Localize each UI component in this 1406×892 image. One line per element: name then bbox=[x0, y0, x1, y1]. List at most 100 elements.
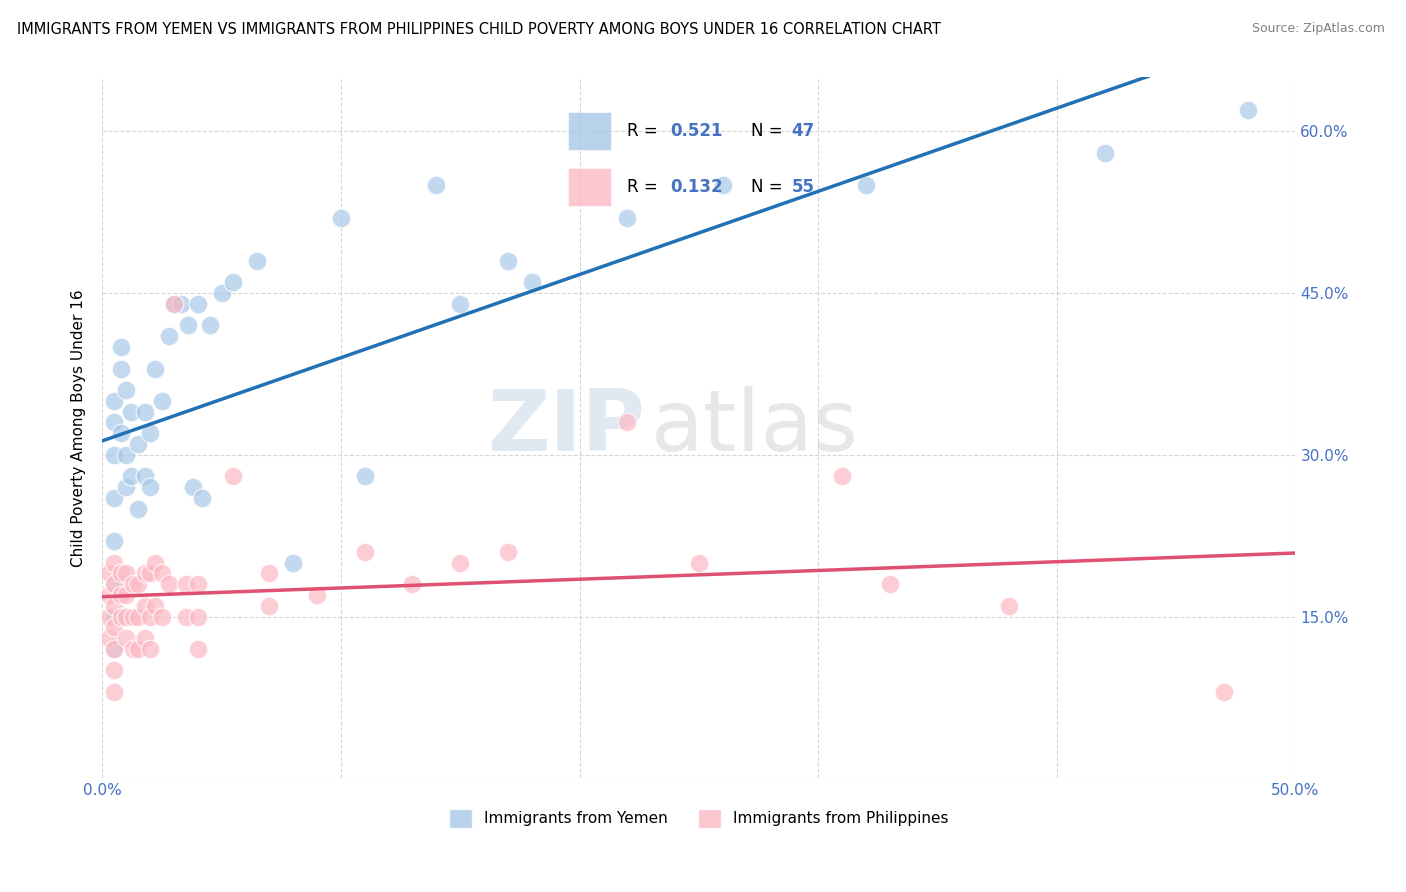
Point bbox=[134, 631, 156, 645]
Point bbox=[120, 405, 142, 419]
Legend: Immigrants from Yemen, Immigrants from Philippines: Immigrants from Yemen, Immigrants from P… bbox=[443, 803, 955, 834]
Point bbox=[353, 469, 375, 483]
Point bbox=[103, 577, 125, 591]
Point bbox=[134, 469, 156, 483]
Point bbox=[211, 286, 233, 301]
Point bbox=[688, 556, 710, 570]
Point bbox=[110, 426, 132, 441]
Point bbox=[127, 609, 149, 624]
Point bbox=[401, 577, 423, 591]
Point bbox=[103, 664, 125, 678]
Point bbox=[616, 416, 638, 430]
Point bbox=[120, 469, 142, 483]
Point bbox=[187, 609, 209, 624]
Point bbox=[103, 393, 125, 408]
Point bbox=[110, 588, 132, 602]
Point bbox=[127, 641, 149, 656]
Point bbox=[177, 318, 200, 333]
Point bbox=[187, 297, 209, 311]
Point bbox=[449, 556, 471, 570]
Point bbox=[122, 577, 145, 591]
Point bbox=[329, 211, 352, 225]
Point bbox=[222, 275, 245, 289]
Point bbox=[122, 641, 145, 656]
Point bbox=[115, 631, 138, 645]
Point bbox=[115, 448, 138, 462]
Point bbox=[187, 641, 209, 656]
Point bbox=[110, 340, 132, 354]
Point bbox=[98, 588, 121, 602]
Point bbox=[103, 534, 125, 549]
Text: atlas: atlas bbox=[651, 386, 859, 469]
Point bbox=[174, 577, 197, 591]
Point bbox=[139, 641, 162, 656]
Point bbox=[150, 393, 173, 408]
Point bbox=[520, 275, 543, 289]
Point bbox=[98, 566, 121, 581]
Point bbox=[157, 329, 180, 343]
Text: Source: ZipAtlas.com: Source: ZipAtlas.com bbox=[1251, 22, 1385, 36]
Point bbox=[134, 599, 156, 613]
Point bbox=[110, 566, 132, 581]
Point bbox=[103, 599, 125, 613]
Point bbox=[103, 577, 125, 591]
Point bbox=[831, 469, 853, 483]
Point bbox=[143, 556, 166, 570]
Point bbox=[103, 491, 125, 505]
Point bbox=[855, 178, 877, 193]
Point bbox=[115, 609, 138, 624]
Point bbox=[150, 566, 173, 581]
Point bbox=[170, 297, 193, 311]
Point bbox=[122, 609, 145, 624]
Point bbox=[246, 253, 269, 268]
Point bbox=[139, 426, 162, 441]
Point bbox=[143, 599, 166, 613]
Text: IMMIGRANTS FROM YEMEN VS IMMIGRANTS FROM PHILIPPINES CHILD POVERTY AMONG BOYS UN: IMMIGRANTS FROM YEMEN VS IMMIGRANTS FROM… bbox=[17, 22, 941, 37]
Point bbox=[103, 448, 125, 462]
Point bbox=[163, 297, 186, 311]
Point bbox=[181, 480, 204, 494]
Point bbox=[259, 566, 281, 581]
Point bbox=[115, 383, 138, 397]
Point bbox=[157, 577, 180, 591]
Point bbox=[281, 556, 304, 570]
Point bbox=[139, 566, 162, 581]
Point bbox=[1212, 685, 1234, 699]
Point bbox=[103, 556, 125, 570]
Point bbox=[425, 178, 447, 193]
Point bbox=[150, 609, 173, 624]
Point bbox=[187, 577, 209, 591]
Point bbox=[127, 501, 149, 516]
Point bbox=[198, 318, 221, 333]
Point bbox=[115, 588, 138, 602]
Point bbox=[103, 641, 125, 656]
Point bbox=[449, 297, 471, 311]
Point bbox=[110, 609, 132, 624]
Point bbox=[174, 609, 197, 624]
Point bbox=[139, 609, 162, 624]
Point bbox=[163, 297, 186, 311]
Point bbox=[98, 609, 121, 624]
Point bbox=[1094, 145, 1116, 160]
Point bbox=[879, 577, 901, 591]
Point bbox=[103, 620, 125, 634]
Point bbox=[103, 685, 125, 699]
Point bbox=[127, 437, 149, 451]
Point bbox=[98, 631, 121, 645]
Point bbox=[305, 588, 328, 602]
Point bbox=[222, 469, 245, 483]
Text: ZIP: ZIP bbox=[488, 386, 645, 469]
Point bbox=[143, 361, 166, 376]
Point bbox=[110, 361, 132, 376]
Point bbox=[998, 599, 1021, 613]
Point bbox=[103, 641, 125, 656]
Point bbox=[139, 480, 162, 494]
Point bbox=[134, 405, 156, 419]
Point bbox=[127, 577, 149, 591]
Point bbox=[1236, 103, 1258, 117]
Point bbox=[259, 599, 281, 613]
Point bbox=[103, 609, 125, 624]
Point bbox=[616, 211, 638, 225]
Point bbox=[115, 480, 138, 494]
Point bbox=[134, 566, 156, 581]
